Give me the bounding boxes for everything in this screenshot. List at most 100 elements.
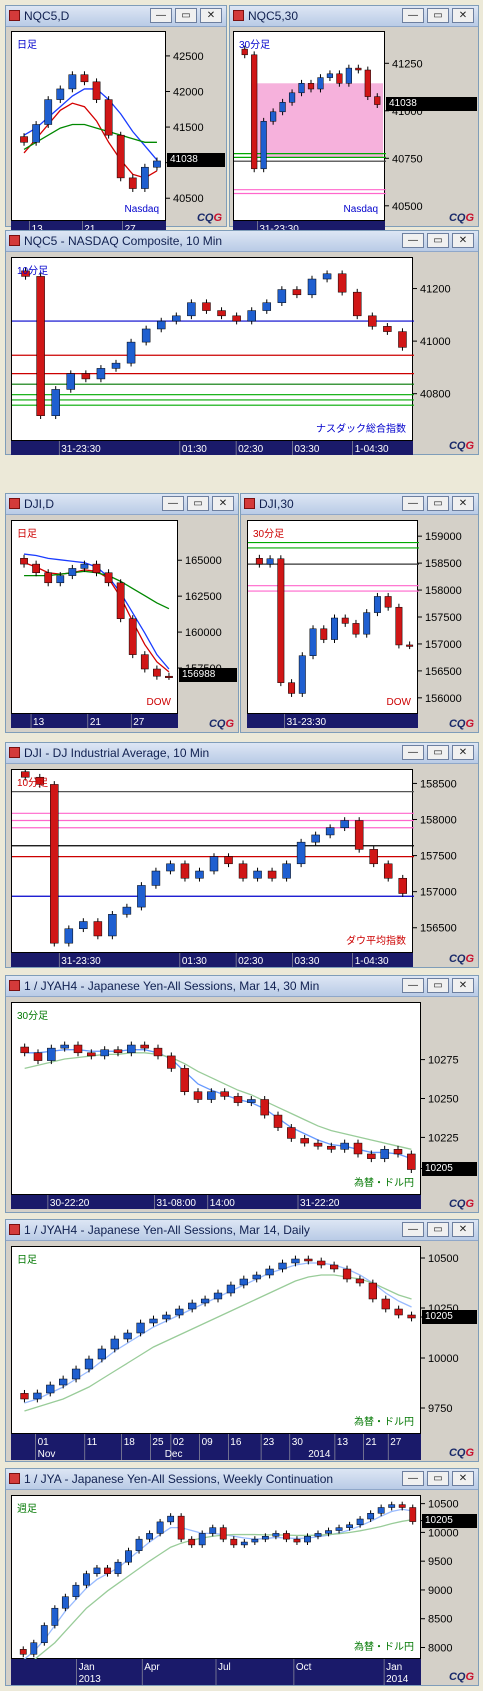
x-tick-label: 02:30 [238,956,263,967]
plot-area[interactable]: 10分足 ダウ平均指数 [11,769,414,953]
window-titlebar[interactable]: NQC5,30 — ▭ ✕ [230,6,478,27]
window-title: NQC5,30 [248,9,299,23]
y-tick-label: 42000 [173,86,204,98]
close-button[interactable]: ✕ [200,8,222,23]
window-title: 1 / JYAH4 - Japanese Yen-All Sessions, M… [24,1223,310,1237]
cqg-logo: CQG [448,718,474,730]
close-button[interactable]: ✕ [452,233,474,248]
window-titlebar[interactable]: DJI,D — ▭ ✕ [6,494,238,515]
plot-area[interactable]: 週足 為替・ドル円 [11,1495,421,1660]
plot-area[interactable]: 日足 Nasdaq [11,31,166,221]
x-tick-label: 03:30 [294,956,319,967]
close-button[interactable]: ✕ [452,1222,474,1237]
candle [51,1605,59,1629]
app-icon [9,235,20,246]
y-tick-label: 41200 [420,284,451,296]
candle [296,838,306,868]
x-tick-label: Jan [386,1662,402,1673]
candle [340,817,349,832]
close-button[interactable]: ✕ [212,496,234,511]
window-titlebar[interactable]: 1 / JYAH4 - Japanese Yen-All Sessions, M… [6,1220,478,1241]
candle [406,641,414,650]
plot-area[interactable]: 30分足 Nasdaq [233,31,386,221]
period-label: 30分足 [17,1011,49,1022]
window-titlebar[interactable]: DJI,30 — ▭ ✕ [241,494,478,515]
candle [20,554,28,568]
restore-button[interactable]: ▭ [427,978,449,993]
candle [64,925,74,947]
candle [51,386,60,420]
restore-button[interactable]: ▭ [427,8,449,23]
restore-button[interactable]: ▭ [427,1471,449,1486]
moving-average-1 [23,102,158,179]
moving-average-0 [24,1262,412,1404]
x-year-label: 2013 [79,1674,102,1685]
close-button[interactable]: ✕ [452,978,474,993]
minimize-button[interactable]: — [402,233,424,248]
moving-average-1 [32,1518,413,1660]
candle [172,312,181,325]
candle [93,1564,101,1577]
candle [198,1530,206,1548]
y-tick-label: 40500 [173,193,204,205]
minimize-button[interactable]: — [402,1471,424,1486]
window-titlebar[interactable]: DJI - DJ Industrial Average, 10 Min — ▭ ✕ [6,743,478,764]
minimize-button[interactable]: — [402,1222,424,1237]
y-tick-label: 40800 [420,389,451,401]
minimize-button[interactable]: — [402,496,424,511]
x-tick-label: 30 [292,1437,304,1448]
close-button[interactable]: ✕ [452,496,474,511]
restore-button[interactable]: ▭ [427,496,449,511]
plot-area[interactable]: 日足 為替・ドル円 [11,1246,421,1434]
x-year-label: 2014 [308,1449,331,1460]
x-tick-label: 27 [390,1437,402,1448]
candle [56,85,65,104]
minimize-button[interactable]: — [402,8,424,23]
y-tick-label: 157500 [425,612,462,624]
y-tick-label: 10250 [428,1094,459,1106]
candle [20,1043,29,1057]
window-titlebar[interactable]: NQC5,D — ▭ ✕ [6,6,226,27]
time-axis: 30-22:20 31-08:00 14:00 31-22:20 [11,1195,421,1209]
restore-button[interactable]: ▭ [427,1222,449,1237]
minimize-button[interactable]: — [150,8,172,23]
x-tick-label: 25 [152,1437,164,1448]
plot-area[interactable]: 10分足 ナスダック総合指数 [11,257,414,441]
restore-button[interactable]: ▭ [427,745,449,760]
candle [32,121,40,146]
candle [383,323,392,335]
close-button[interactable]: ✕ [452,8,474,23]
window-titlebar[interactable]: 1 / JYA - Japanese Yen-All Sessions, Wee… [6,1469,478,1490]
close-button[interactable]: ✕ [452,745,474,760]
plot-area[interactable]: 30分足 DOW [247,520,419,714]
restore-button[interactable]: ▭ [187,496,209,511]
candle [327,1142,336,1153]
plot-area[interactable]: 日足 DOW [11,520,178,714]
candle [108,911,117,940]
candle [66,370,76,393]
window-titlebar[interactable]: NQC5 - NASDAQ Composite, 10 Min — ▭ ✕ [6,231,478,252]
chart-svg [12,267,414,420]
x-tick-label: 11 [87,1437,98,1448]
series-name-label: DOW [146,697,171,708]
candle [407,1150,416,1174]
plot-area[interactable]: 30分足 為替・ドル円 [11,1002,421,1195]
restore-button[interactable]: ▭ [175,8,197,23]
candle [273,1111,283,1131]
candle [188,1299,197,1313]
window-titlebar[interactable]: 1 / JYAH4 - Japanese Yen-All Sessions, M… [6,976,478,997]
candle [352,619,360,638]
y-tick-label: 158000 [420,815,457,827]
x-tick-label: 02 [173,1437,185,1448]
y-tick-label: 40750 [392,153,423,165]
candle [230,1536,238,1548]
x-tick-label: 01:30 [182,444,207,455]
minimize-button[interactable]: — [402,745,424,760]
minimize-button[interactable]: — [402,978,424,993]
y-tick-label: 165000 [185,555,222,567]
minimize-button[interactable]: — [162,496,184,511]
close-button[interactable]: ✕ [452,1471,474,1486]
candle [342,1265,352,1283]
restore-button[interactable]: ▭ [427,233,449,248]
candle [272,1530,280,1540]
